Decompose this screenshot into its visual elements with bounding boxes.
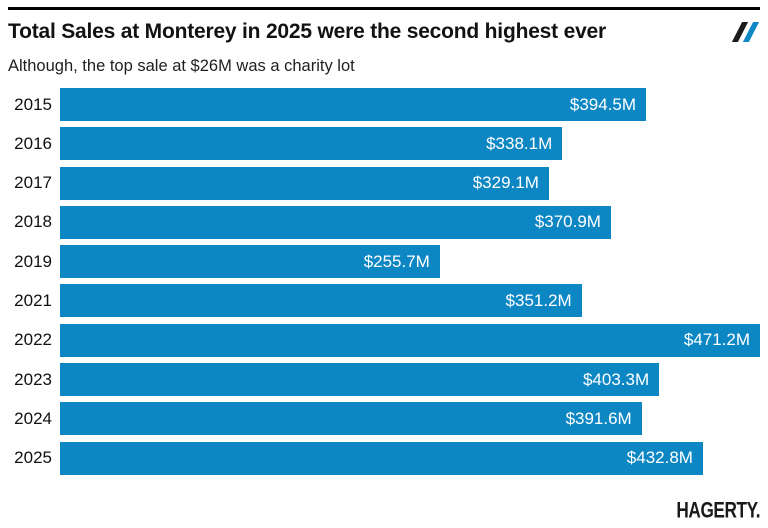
year-label: 2016 bbox=[14, 133, 52, 153]
top-rule bbox=[8, 7, 760, 10]
chart-row: 2022 $471.2M bbox=[8, 323, 760, 357]
bar-2015: $394.5M bbox=[60, 88, 647, 121]
chart-row: 2019 $255.7M bbox=[8, 245, 760, 279]
bar-track: $471.2M bbox=[60, 323, 760, 357]
bar-value-label: $351.2M bbox=[505, 290, 572, 310]
bar-value-label: $471.2M bbox=[683, 330, 750, 350]
bar-track: $351.2M bbox=[60, 284, 760, 318]
header-text: Total Sales at Monterey in 2025 were the… bbox=[8, 19, 606, 76]
bar-2019: $255.7M bbox=[60, 245, 440, 279]
year-label: 2022 bbox=[14, 330, 52, 350]
bar-track: $338.1M bbox=[60, 127, 760, 161]
bar-track: $329.1M bbox=[60, 166, 760, 200]
year-label: 2017 bbox=[14, 173, 52, 193]
footer: HAGERTY. bbox=[658, 498, 760, 523]
bar-value-label: $338.1M bbox=[486, 133, 553, 153]
bar-2022: $471.2M bbox=[60, 323, 760, 357]
bar-track: $403.3M bbox=[60, 363, 760, 397]
bar-track: $255.7M bbox=[60, 245, 760, 279]
bar-chart: 2015 $394.5M 2016 $338.1M 2017 $329.1M 2018 $37… bbox=[8, 88, 760, 475]
bar-2024: $391.6M bbox=[60, 402, 642, 436]
page: Total Sales at Monterey in 2025 were the… bbox=[0, 7, 768, 528]
bar-value-label: $329.1M bbox=[472, 173, 539, 193]
chart-row: 2016 $338.1M bbox=[8, 127, 760, 161]
bar-value-label: $403.3M bbox=[582, 369, 650, 389]
year-label: 2023 bbox=[14, 369, 52, 389]
bar-track: $391.6M bbox=[60, 402, 760, 436]
bar-value-label: $255.7M bbox=[363, 251, 430, 271]
hagerty-wordmark: HAGERTY. bbox=[676, 498, 760, 523]
bar-value-label: $394.5M bbox=[569, 94, 637, 114]
bar-2017: $329.1M bbox=[60, 166, 549, 200]
bar-track: $432.8M bbox=[60, 441, 760, 475]
chart-row: 2015 $394.5M bbox=[8, 88, 760, 121]
bar-2021: $351.2M bbox=[60, 284, 582, 318]
bar-track: $394.5M bbox=[60, 88, 760, 121]
year-label: 2019 bbox=[14, 251, 52, 271]
header: Total Sales at Monterey in 2025 were the… bbox=[8, 19, 760, 76]
chart-row: 2017 $329.1M bbox=[8, 166, 760, 200]
chart-row: 2023 $403.3M bbox=[8, 363, 760, 397]
year-label: 2024 bbox=[14, 408, 52, 428]
year-label: 2025 bbox=[14, 448, 52, 468]
chart-row: 2024 $391.6M bbox=[8, 402, 760, 436]
chart-subtitle: Although, the top sale at $26M was a cha… bbox=[8, 57, 355, 75]
bar-2023: $403.3M bbox=[60, 363, 660, 397]
chart-row: 2021 $351.2M bbox=[8, 284, 760, 318]
bar-value-label: $370.9M bbox=[534, 212, 601, 232]
chart-row: 2025 $432.8M bbox=[8, 441, 760, 475]
year-label: 2015 bbox=[14, 94, 52, 114]
bar-2025: $432.8M bbox=[60, 441, 703, 475]
year-label: 2018 bbox=[14, 212, 52, 232]
chart-title: Total Sales at Monterey in 2025 were the… bbox=[8, 20, 606, 43]
bar-value-label: $432.8M bbox=[626, 448, 693, 468]
hagerty-double-slash-icon bbox=[731, 22, 760, 42]
chart-row: 2018 $370.9M bbox=[8, 205, 760, 239]
bar-2018: $370.9M bbox=[60, 205, 611, 239]
bar-value-label: $391.6M bbox=[565, 408, 632, 428]
bar-track: $370.9M bbox=[60, 205, 760, 239]
year-label: 2021 bbox=[14, 290, 52, 310]
bar-2016: $338.1M bbox=[60, 127, 563, 161]
